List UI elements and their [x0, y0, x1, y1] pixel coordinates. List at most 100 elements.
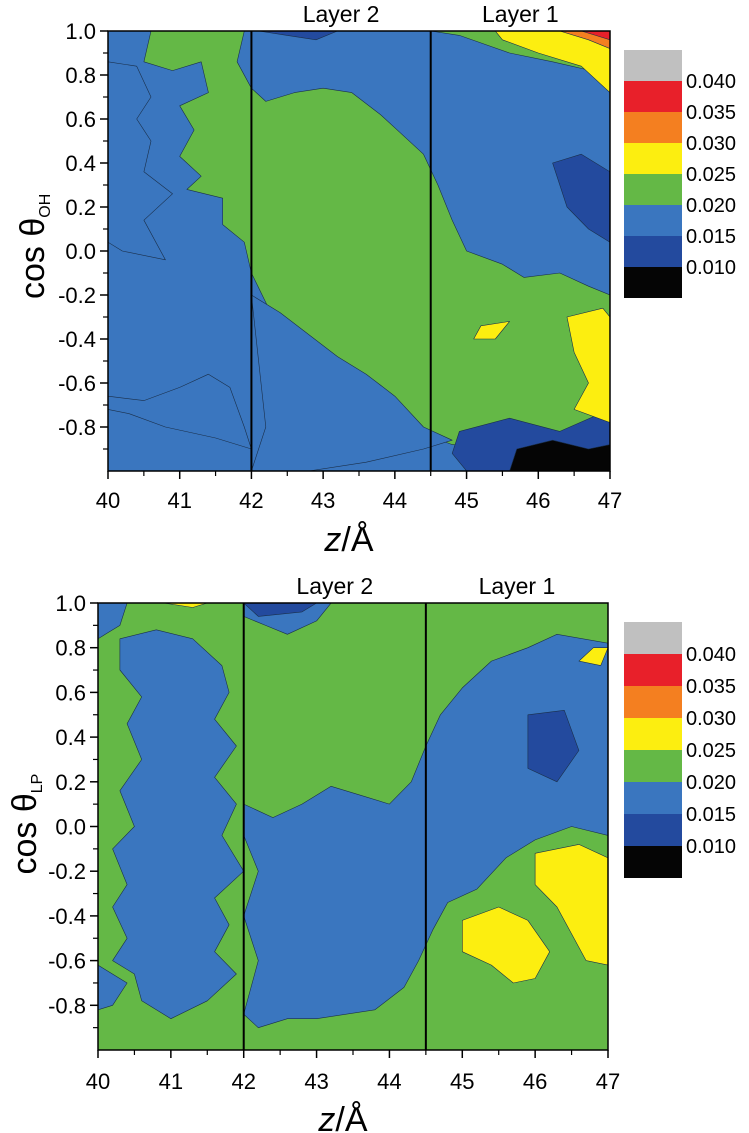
y-axis-label-main: cos θ — [6, 793, 44, 874]
colorbar-swatch — [624, 236, 682, 267]
colorbar-swatch — [624, 622, 682, 654]
colorbar-label: 0.015 — [686, 804, 736, 826]
y-tick-label: 0.0 — [55, 815, 86, 840]
y-tick-label: -0.8 — [58, 415, 96, 440]
y-tick-label: 0.0 — [65, 239, 96, 264]
heatmap-region — [163, 603, 208, 608]
colorbar-swatch — [624, 267, 682, 298]
colorbar-swatch — [624, 846, 682, 878]
heatmap-region — [243, 603, 317, 617]
heatmap-region — [509, 439, 610, 471]
x-axis-label-main: z — [323, 521, 341, 559]
x-tick-label: 43 — [311, 488, 335, 513]
x-tick-label: 40 — [86, 1069, 110, 1094]
y-tick-label: -0.4 — [58, 327, 96, 352]
heatmap-regions — [108, 31, 610, 471]
x-tick-label: 42 — [231, 1069, 255, 1094]
colorbar-label: 0.030 — [686, 708, 736, 730]
y-axis-label: cos θLP — [6, 774, 46, 875]
heatmap-region — [578, 647, 608, 666]
y-tick-label: 0.6 — [55, 680, 86, 705]
heatmap-region — [552, 153, 610, 243]
heatmap-region — [258, 31, 338, 41]
y-tick-label: -0.6 — [48, 949, 86, 974]
x-tick-label: 45 — [450, 1069, 474, 1094]
y-tick-label: -0.2 — [48, 859, 86, 884]
layer-label: Layer 1 — [482, 1, 559, 27]
colorbar-swatch — [624, 686, 682, 718]
layer-label: Layer 2 — [303, 1, 380, 27]
y-tick-label: 1.0 — [65, 19, 96, 44]
x-axis-label-main: z — [317, 1101, 335, 1133]
top-heatmap-panel: Layer 2 Layer 1 40 41 42 43 44 45 46 47 1.0 0.8 0.6 0… — [14, 1, 736, 559]
y-tick-label: 0.6 — [65, 107, 96, 132]
heatmap-region — [98, 603, 128, 640]
y-tick-label: 0.2 — [55, 770, 86, 795]
colorbar-label: 0.015 — [686, 226, 736, 248]
x-axis-label: z/Å — [317, 1101, 367, 1133]
colorbar-label: 0.025 — [686, 740, 736, 762]
x-tick-label: 46 — [526, 488, 550, 513]
colorbar-swatch — [624, 81, 682, 112]
colorbar-swatch — [624, 814, 682, 846]
x-axis: 40 41 42 43 44 45 46 47 — [86, 1050, 620, 1094]
x-tick-label: 47 — [598, 488, 622, 513]
colorbar-label: 0.020 — [686, 772, 736, 794]
colorbar-swatch — [624, 143, 682, 174]
colorbar-legend: 0.040 0.035 0.030 0.025 0.020 0.015 0.010 — [624, 622, 736, 878]
y-tick-label: 0.8 — [55, 636, 86, 661]
y-tick-label: -0.8 — [48, 993, 86, 1018]
colorbar-swatch — [624, 205, 682, 236]
y-tick-label: -0.4 — [48, 904, 86, 929]
colorbar-swatch — [624, 750, 682, 782]
layer-label: Layer 1 — [479, 573, 556, 599]
x-tick-label: 47 — [596, 1069, 620, 1094]
x-tick-label: 45 — [454, 488, 478, 513]
colorbar-label: 0.020 — [686, 195, 736, 217]
y-tick-label: 0.4 — [65, 151, 96, 176]
x-tick-label: 44 — [383, 488, 407, 513]
colorbar-label: 0.025 — [686, 164, 736, 186]
heatmap-region — [98, 964, 128, 1011]
y-axis: 1.0 0.8 0.6 0.4 0.2 0.0 -0.2 -0.4 -0.6 -0.8 — [58, 19, 108, 450]
heatmap-region — [566, 307, 610, 423]
colorbar-label: 0.010 — [686, 257, 736, 279]
x-tick-label: 43 — [304, 1069, 328, 1094]
bottom-heatmap-panel: Layer 2 Layer 1 40 41 42 43 44 45 46 47 1.0 0.8 0.6 0… — [6, 573, 736, 1133]
x-axis-label-slash: / — [341, 521, 351, 559]
y-tick-label: 0.8 — [65, 63, 96, 88]
x-axis-label-unit: Å — [345, 1101, 368, 1133]
colorbar-label: 0.040 — [686, 644, 736, 666]
x-axis-label-slash: / — [335, 1101, 345, 1133]
y-tick-label: 1.0 — [55, 591, 86, 616]
colorbar-swatch — [624, 718, 682, 750]
heatmap-region — [251, 294, 453, 471]
heatmap-region — [534, 844, 608, 966]
heatmap-region — [108, 61, 173, 261]
heatmap-regions — [98, 603, 608, 1050]
heatmap-region — [527, 709, 580, 783]
x-tick-label: 41 — [167, 488, 191, 513]
colorbar-swatch — [624, 654, 682, 686]
x-tick-label: 42 — [239, 488, 263, 513]
heatmap-region — [494, 31, 610, 93]
heatmap-region — [473, 321, 510, 340]
y-axis: 1.0 0.8 0.6 0.4 0.2 0.0 -0.2 -0.4 -0.6 -0.8 — [48, 591, 98, 1029]
x-tick-label: 41 — [159, 1069, 183, 1094]
x-axis-label-unit: Å — [351, 521, 374, 559]
x-tick-label: 46 — [523, 1069, 547, 1094]
colorbar-swatch — [624, 174, 682, 205]
heatmap-region — [461, 906, 551, 984]
y-axis-label-subscript: LP — [29, 774, 46, 794]
colorbar-swatch — [624, 50, 682, 81]
colorbar-label: 0.035 — [686, 676, 736, 698]
y-tick-label: -0.2 — [58, 283, 96, 308]
colorbar-label: 0.035 — [686, 102, 736, 124]
colorbar-swatch — [624, 782, 682, 814]
heatmap-region — [580, 31, 610, 41]
y-tick-label: 0.2 — [65, 195, 96, 220]
x-axis-label: z/Å — [323, 521, 373, 559]
x-tick-label: 44 — [377, 1069, 401, 1094]
colorbar-swatch — [624, 112, 682, 143]
colorbar-label: 0.010 — [686, 836, 736, 858]
